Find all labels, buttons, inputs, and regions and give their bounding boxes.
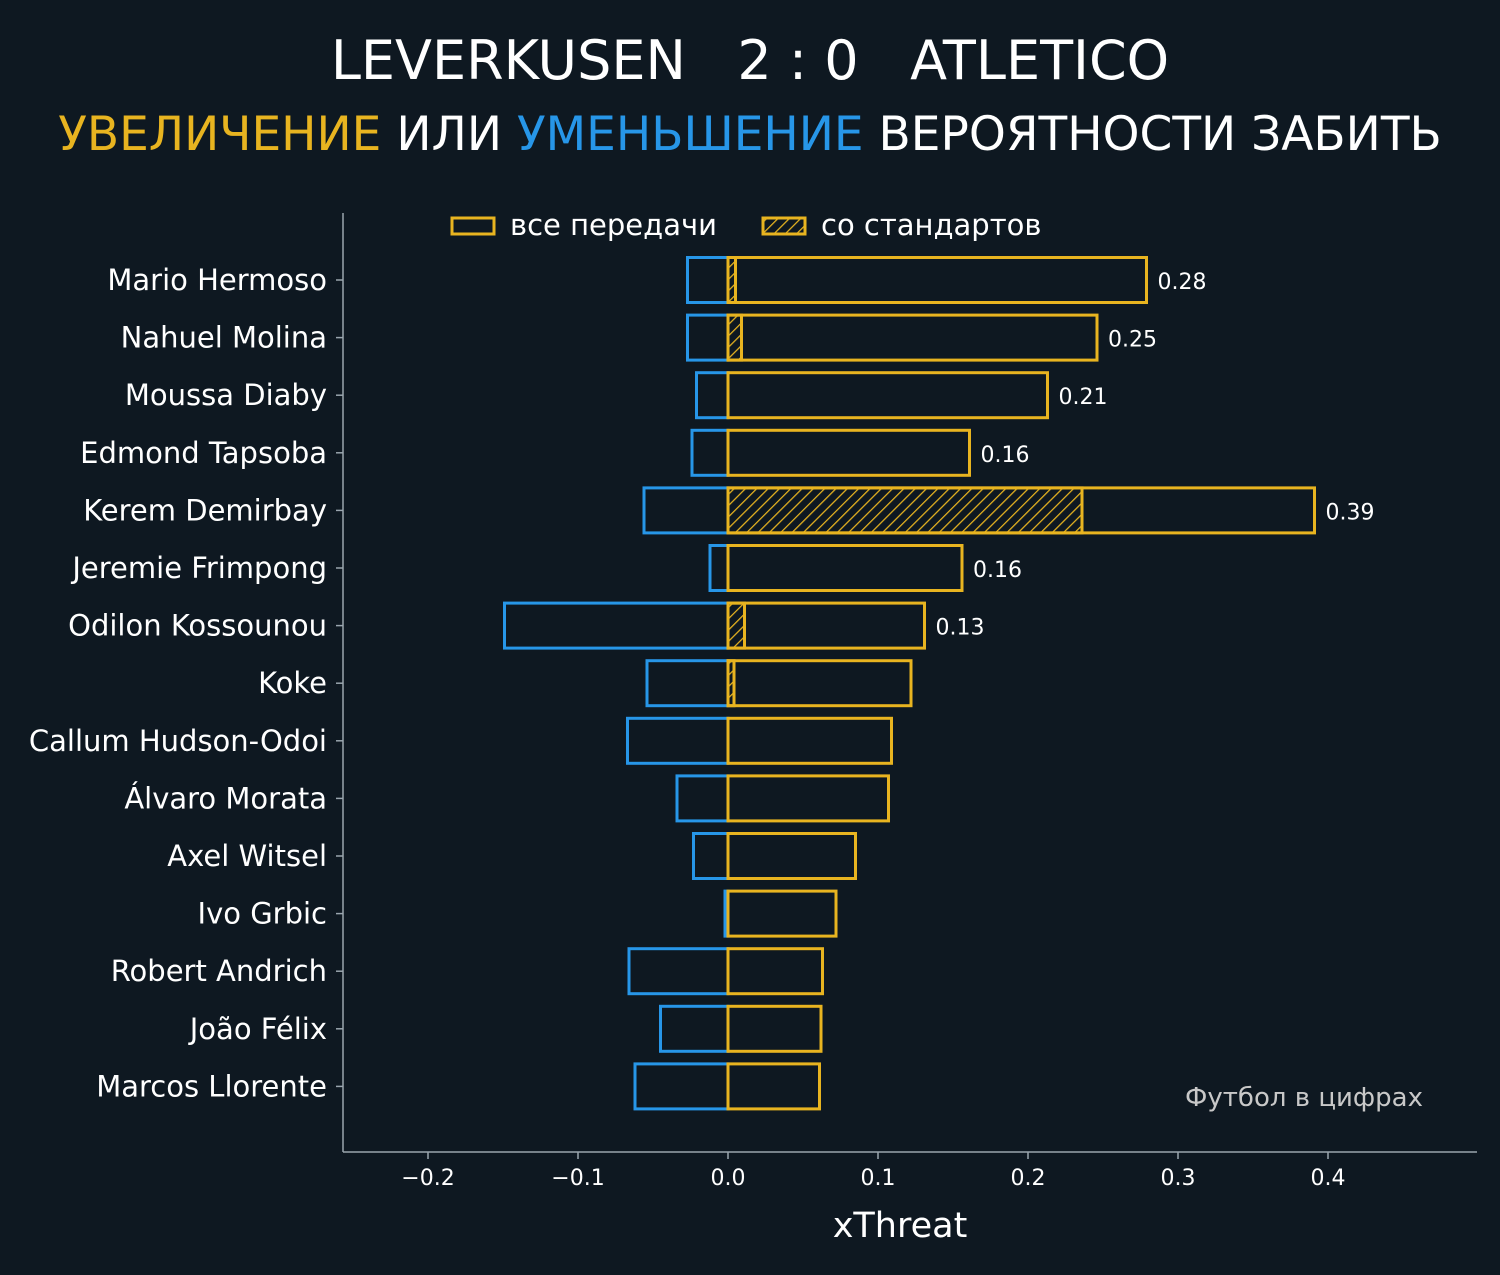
subtitle-or: ИЛИ (396, 107, 503, 162)
increase-bar (726, 371, 1049, 420)
player-label: Marcos Llorente (96, 1069, 327, 1103)
x-tick-label: 0.1 (861, 1166, 896, 1191)
legend-swatch-all-passes (450, 216, 496, 236)
x-tick-label: 0.2 (1011, 1166, 1046, 1191)
decrease-bar (626, 716, 730, 765)
x-tick-label: 0.3 (1161, 1166, 1196, 1191)
increase-bar (726, 544, 964, 592)
chart-subtitle: УВЕЛИЧЕНИЕ ИЛИ УМЕНЬШЕНИЕ ВЕРОЯТНОСТИ ЗА… (0, 103, 1500, 167)
subtitle-increase: УВЕЛИЧЕНИЕ (58, 107, 382, 162)
decrease-bar (708, 544, 730, 592)
player-label: Callum Hudson-Odoi (29, 724, 327, 758)
increase-bar (726, 428, 971, 477)
player-label: Nahuel Molina (121, 321, 327, 355)
increase-bar (726, 774, 890, 823)
value-label: 0.28 (1158, 270, 1207, 295)
increase-bar (726, 486, 1316, 535)
player-label: Axel Witsel (167, 839, 327, 873)
increase-bar (726, 659, 913, 708)
decrease-bar (633, 1062, 730, 1111)
player-label: Álvaro Morata (124, 781, 327, 815)
player-label: Koke (258, 666, 327, 700)
x-tick-label: 0.4 (1311, 1166, 1346, 1191)
away-team: ATLETICO (910, 29, 1170, 92)
increase-bar (726, 889, 838, 938)
value-label: 0.16 (973, 558, 1022, 583)
value-label: 0.21 (1059, 385, 1108, 410)
increase-bar (726, 832, 857, 880)
x-tick-label: 0.0 (711, 1166, 746, 1191)
decrease-bar (695, 371, 730, 420)
increase-bar (726, 716, 893, 765)
player-label: Kerem Demirbay (83, 493, 327, 527)
chart-title: LEVERKUSEN 2 : 0 ATLETICO (0, 26, 1500, 96)
score: 2 : 0 (737, 29, 859, 92)
value-label: 0.39 (1326, 500, 1375, 525)
decrease-bar (503, 601, 730, 650)
value-label: 0.13 (936, 616, 985, 641)
plot-area: −0.2 −0.1 0.0 0.1 0.2 0.3 0.4 Mario Hermoso 0.28… (29, 213, 1477, 1191)
legend: все передачи со стандартов (450, 208, 1041, 242)
legend-label-all-passes: все передачи (510, 208, 717, 242)
decrease-bar (645, 659, 730, 708)
set-piece-bar (726, 601, 746, 650)
increase-bar (726, 256, 1148, 304)
value-label: 0.25 (1108, 328, 1157, 353)
x-tick-label: −0.1 (551, 1166, 604, 1191)
player-label: João Félix (188, 1012, 327, 1046)
value-label: 0.16 (981, 443, 1030, 468)
player-label: Edmond Tapsoba (80, 436, 327, 470)
subtitle-rest: ВЕРОЯТНОСТИ ЗАБИТЬ (878, 107, 1442, 162)
player-label: Mario Hermoso (107, 263, 327, 297)
decrease-bar (659, 1004, 730, 1053)
set-piece-bar (726, 486, 1084, 535)
increase-bar (726, 947, 824, 996)
increase-bar (726, 1062, 821, 1111)
player-label: Ivo Grbic (198, 897, 327, 931)
decrease-bar (627, 947, 730, 996)
watermark: Футбол в цифрах (1185, 1083, 1423, 1113)
decrease-bar (690, 428, 730, 477)
decrease-bar (686, 256, 730, 304)
legend-swatch-set-pieces (761, 216, 807, 236)
player-label: Odilon Kossounou (68, 609, 327, 643)
subtitle-decrease: УМЕНЬШЕНИЕ (516, 107, 864, 162)
decrease-bar (642, 486, 730, 535)
increase-bar (726, 313, 1099, 362)
x-axis-label: xThreat (833, 1206, 968, 1246)
increase-bar (726, 601, 926, 650)
home-team: LEVERKUSEN (330, 29, 686, 92)
player-label: Robert Andrich (111, 954, 327, 988)
player-label: Moussa Diaby (125, 378, 327, 412)
set-piece-bar (726, 313, 743, 362)
decrease-bar (692, 832, 730, 880)
player-label: Jeremie Frimpong (70, 551, 327, 585)
decrease-bar (686, 313, 730, 362)
x-tick-label: −0.2 (401, 1166, 454, 1191)
legend-label-set-pieces: со стандартов (821, 208, 1041, 242)
decrease-bar (675, 774, 730, 823)
increase-bar (726, 1004, 823, 1053)
